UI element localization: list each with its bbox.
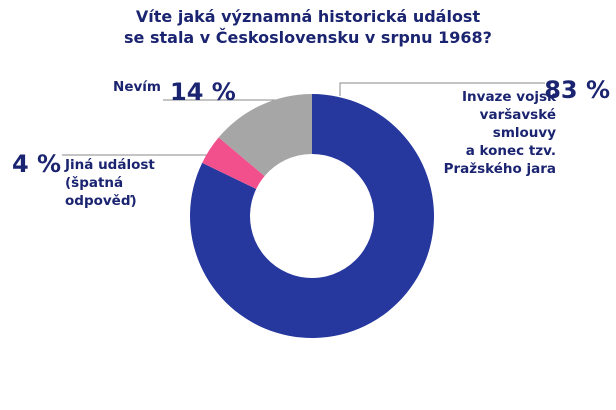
donut-slice (189, 94, 434, 339)
chart-title: Víte jaká významná historická událost se… (124, 7, 492, 47)
category-label: Nevím (113, 79, 161, 95)
category-label: Invaze vojsk varšavské smlouvy a konec t… (443, 89, 556, 177)
donut-slice (218, 94, 312, 177)
value-label: 4 % (12, 150, 62, 178)
value-label: 83 % (544, 76, 610, 104)
category-label: Jiná událost (špatná odpověď) (65, 157, 155, 209)
value-label: 14 % (170, 78, 236, 106)
leader-line (339, 82, 545, 96)
donut-slice (202, 137, 265, 189)
